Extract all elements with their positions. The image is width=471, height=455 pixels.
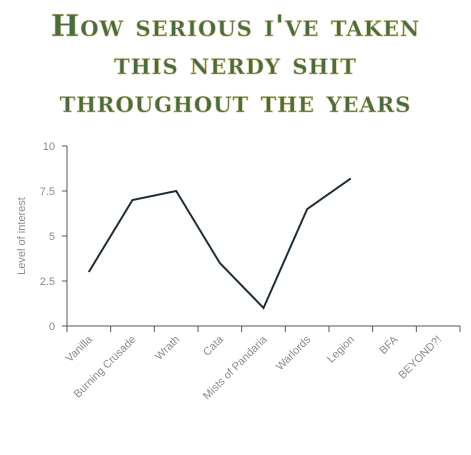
- y-axis-ticks: 0 2.5 5 7.5 10: [40, 141, 67, 333]
- chart-axes: [66, 146, 460, 327]
- x-tick-label: Wrath: [153, 334, 182, 363]
- y-tick-label: 10: [43, 141, 55, 153]
- x-tick-label: BEYOND?!: [396, 334, 444, 382]
- x-tick-label: BFA: [377, 333, 401, 357]
- title-line: throughout the years: [59, 85, 412, 121]
- y-tick-label: 0: [49, 321, 55, 333]
- series-group: [87, 177, 352, 310]
- x-tick-label: Cata: [201, 333, 227, 359]
- series-line: [87, 177, 352, 310]
- title-line: How serious i've taken: [50, 9, 421, 45]
- chart-title: How serious i've taken this nerdy shit t…: [0, 8, 471, 122]
- title-line: this nerdy shit: [114, 47, 357, 83]
- y-tick-label: 5: [49, 231, 55, 243]
- x-tick-label: Warlords: [274, 333, 314, 373]
- y-tick-label: 2.5: [40, 276, 55, 288]
- y-tick-label: 7.5: [40, 186, 55, 198]
- x-tick-label: Vanilla: [64, 333, 96, 365]
- y-axis-label: Level of interest: [16, 197, 28, 275]
- x-tick-label: Legion: [325, 334, 357, 366]
